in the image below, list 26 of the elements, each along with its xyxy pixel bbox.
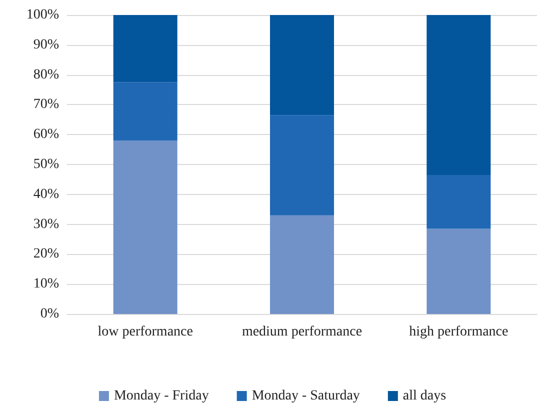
y-tick-label: 100% bbox=[26, 8, 60, 22]
y-tick-label: 80% bbox=[33, 67, 60, 82]
y-tick-label: 0% bbox=[40, 306, 60, 322]
x-tick-label: low performance bbox=[98, 324, 193, 340]
y-tick-label: 20% bbox=[33, 246, 60, 262]
y-tick-label: 30% bbox=[33, 216, 60, 232]
bar bbox=[113, 15, 178, 82]
y-tick-label: 70% bbox=[33, 97, 60, 112]
bar bbox=[426, 15, 491, 175]
legend-label: Monday - Friday bbox=[114, 388, 209, 404]
y-tick-label: 90% bbox=[33, 37, 60, 52]
y-tick-label: 40% bbox=[33, 186, 60, 202]
bar bbox=[270, 215, 334, 314]
bar bbox=[426, 228, 491, 314]
y-tick-label: 50% bbox=[33, 157, 60, 172]
x-tick-label: medium performance bbox=[242, 324, 362, 340]
bar bbox=[270, 115, 334, 216]
x-tick-label: high performance bbox=[409, 324, 508, 340]
y-tick-label: 10% bbox=[33, 276, 60, 292]
bar bbox=[113, 140, 178, 314]
y-tick-label: 60% bbox=[33, 127, 60, 142]
bar bbox=[426, 174, 491, 229]
legend-label: all days bbox=[402, 388, 446, 404]
bar bbox=[270, 15, 334, 116]
legend-label: Monday - Saturday bbox=[252, 388, 360, 404]
bar bbox=[113, 82, 178, 141]
